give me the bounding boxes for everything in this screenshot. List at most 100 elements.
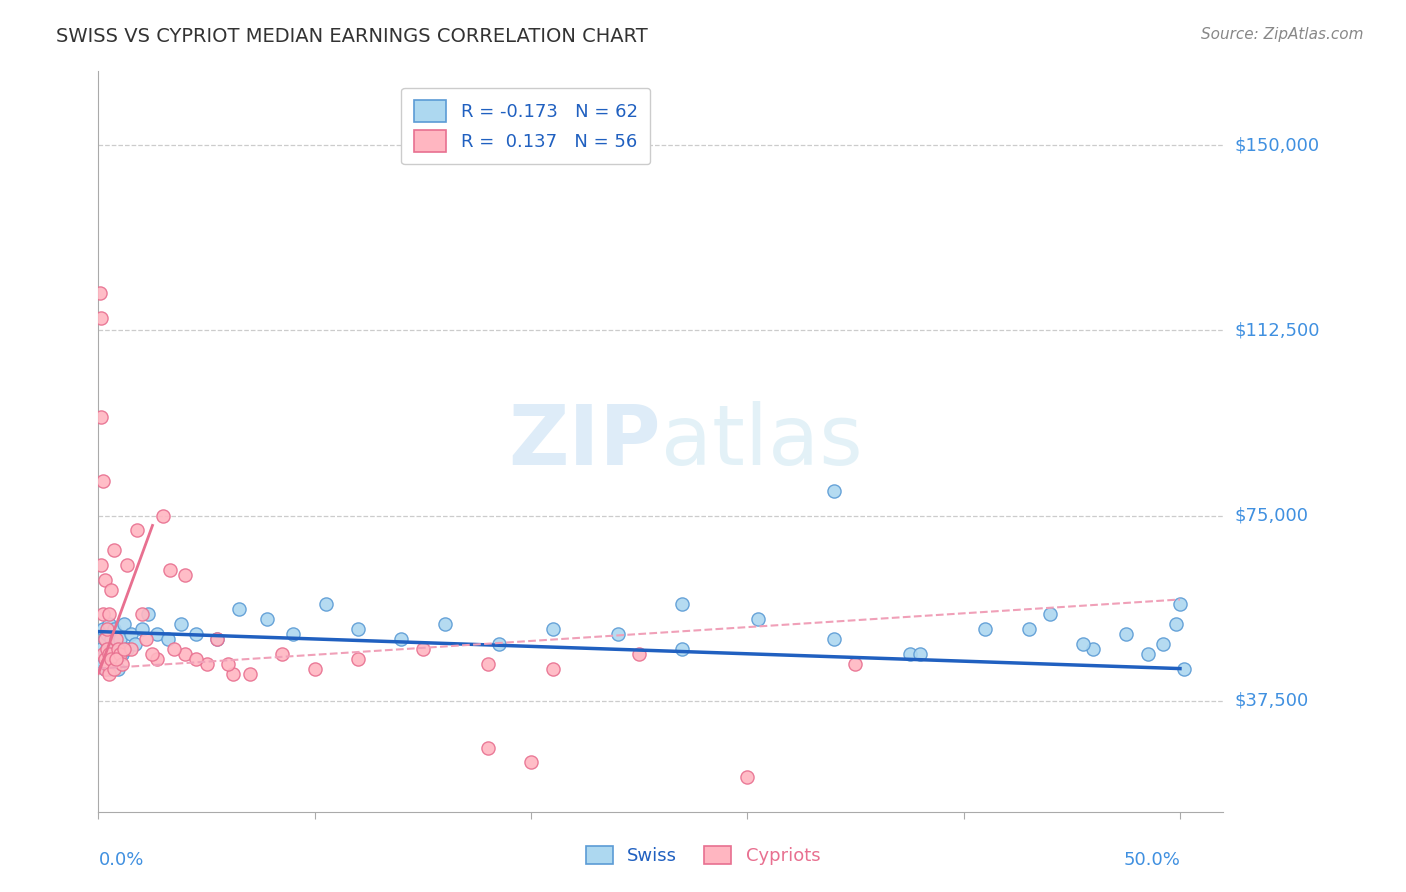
Point [163,641,186,656]
Point [347,622,370,636]
Point [104,651,127,665]
Point [898,647,921,661]
Point [747,612,769,626]
Point [108,647,131,661]
Point [90,311,112,326]
Point [111,657,134,671]
Point [146,651,169,665]
Point [1018,622,1040,636]
Point [100,582,122,597]
Point [737,770,759,784]
Point [131,607,153,622]
Point [103,622,125,636]
Point [104,632,127,646]
Point [94,632,117,646]
Point [107,641,129,656]
Text: 50.0%: 50.0% [1123,851,1180,869]
Text: $75,000: $75,000 [1234,507,1309,524]
Point [96,657,118,671]
Point [169,617,191,632]
Legend: Swiss, Cypriots: Swiss, Cypriots [576,837,830,874]
Point [412,641,434,656]
Point [195,657,218,671]
Point [91,607,114,622]
Point [100,651,122,665]
Point [217,657,239,671]
Point [96,622,118,636]
Point [477,740,499,755]
Point [103,662,125,676]
Point [90,558,112,572]
Point [96,641,118,656]
Point [98,617,121,632]
Point [104,637,127,651]
Point [131,622,153,636]
Point [115,558,138,572]
Point [98,666,121,681]
Point [94,662,117,676]
Point [1168,598,1191,612]
Point [433,617,456,632]
Text: atlas: atlas [661,401,862,482]
Point [271,647,294,661]
Text: $150,000: $150,000 [1234,136,1319,154]
Point [823,483,845,498]
Point [120,627,142,641]
Point [98,647,121,661]
Point [90,651,112,665]
Point [135,632,157,646]
Point [103,647,125,661]
Point [89,286,111,301]
Point [91,622,114,636]
Point [120,641,142,656]
Point [96,641,118,656]
Point [281,627,304,641]
Point [100,632,122,646]
Point [115,641,138,656]
Point [94,651,117,665]
Point [107,641,129,656]
Point [541,662,564,676]
Point [152,508,174,523]
Point [844,657,866,671]
Point [228,602,250,616]
Point [315,598,337,612]
Text: 0.0%: 0.0% [98,851,143,869]
Text: $37,500: $37,500 [1234,691,1309,710]
Point [477,657,499,671]
Text: $112,500: $112,500 [1234,321,1320,340]
Point [94,662,117,676]
Point [1164,617,1187,632]
Point [94,632,117,646]
Point [1083,641,1105,656]
Point [98,651,121,665]
Point [94,647,117,661]
Point [108,632,131,646]
Legend: R = -0.173   N = 62, R =  0.137   N = 56: R = -0.173 N = 62, R = 0.137 N = 56 [401,87,651,164]
Point [98,607,121,622]
Point [1152,637,1174,651]
Point [1039,607,1062,622]
Point [347,651,370,665]
Point [184,651,207,665]
Point [96,627,118,641]
Point [974,622,997,636]
Point [90,641,112,656]
Point [184,627,207,641]
Point [606,627,628,641]
Point [823,632,845,646]
Point [671,598,693,612]
Point [910,647,932,661]
Point [671,641,693,656]
Point [156,632,179,646]
Point [103,543,125,558]
Point [112,641,135,656]
Point [100,641,122,656]
Text: Source: ZipAtlas.com: Source: ZipAtlas.com [1201,27,1364,42]
Point [174,647,197,661]
Point [628,647,651,661]
Point [91,474,114,488]
Point [1115,627,1137,641]
Point [107,662,129,676]
Point [488,637,510,651]
